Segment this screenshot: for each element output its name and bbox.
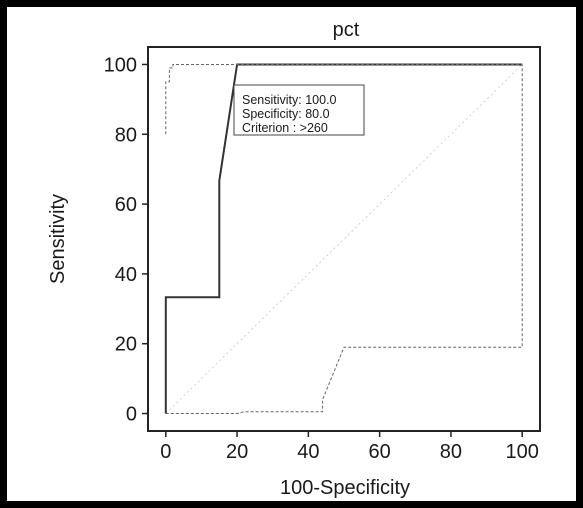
y-tick-label: 60 (115, 194, 137, 216)
y-axis: 0 20 40 60 80 100 (104, 54, 148, 426)
y-tick-label: 40 (115, 264, 137, 286)
x-axis: 0 20 40 60 80 100 (160, 431, 539, 463)
figure-background (7, 7, 576, 501)
y-tick-label: 100 (104, 54, 137, 76)
series-dashed-line-1 (165, 64, 523, 135)
series-solid-line-0 (164, 63, 523, 414)
chart-title: pct (333, 19, 360, 41)
x-tick-label: 100 (505, 441, 538, 463)
x-tick-label: 60 (369, 441, 391, 463)
y-tick-label: 20 (115, 334, 137, 356)
annotation-criterion: Criterion : >260 (242, 121, 328, 135)
x-tick-label: 80 (440, 441, 462, 463)
annotation-frame (233, 84, 365, 136)
x-axis-label: 100-Specificity (280, 477, 410, 499)
x-tick-label: 40 (297, 441, 319, 463)
annotation-specificity: Specificity: 80.0 (242, 107, 330, 121)
reference-diagonal-line-3 (165, 64, 523, 414)
x-tick-label: 20 (226, 441, 248, 463)
plot-frame (147, 46, 541, 432)
x-tick-label: 0 (160, 441, 171, 463)
y-tick-label: 0 (126, 404, 137, 426)
annotation-sensitivity: Sensitivity: 100.0 (242, 93, 337, 107)
series-dashed-line-2 (165, 64, 523, 414)
plot-area (164, 63, 523, 414)
annotation-box: Sensitivity: 100.0 Specificity: 80.0 Cri… (233, 84, 365, 136)
y-tick-label: 80 (115, 124, 137, 146)
y-axis-label: Sensitivity (47, 194, 69, 284)
